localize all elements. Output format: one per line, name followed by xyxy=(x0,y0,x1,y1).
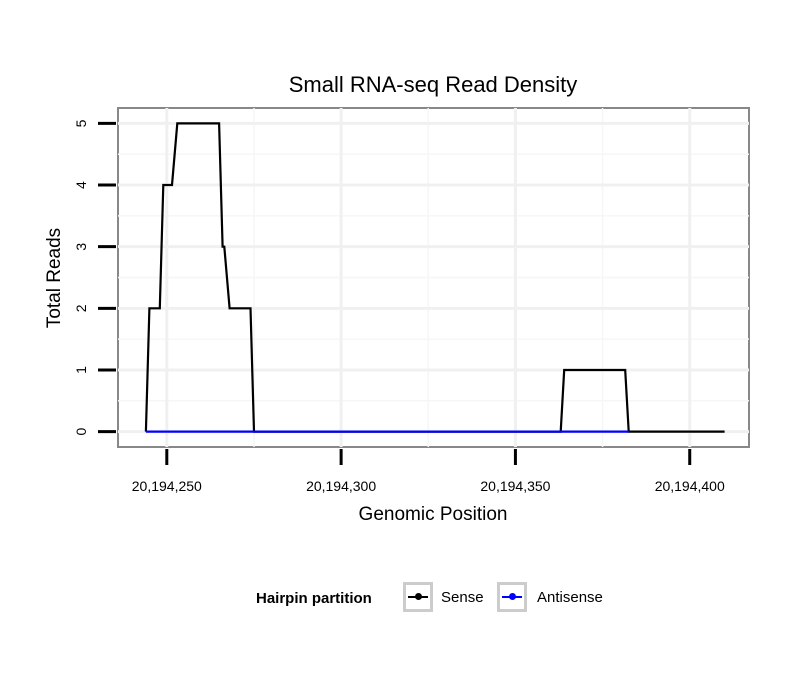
legend-key-sense xyxy=(403,582,433,612)
x-tick-label: 20,194,350 xyxy=(480,478,550,494)
x-axis-label: Genomic Position xyxy=(359,504,508,525)
legend-label-antisense: Antisense xyxy=(537,589,603,606)
y-axis-label: Total Reads xyxy=(44,228,65,328)
x-tick-label: 20,194,250 xyxy=(132,478,202,494)
series-line-sense xyxy=(144,122,725,433)
x-tick-label: 20,194,300 xyxy=(306,478,376,494)
chart-title: Small RNA-seq Read Density xyxy=(289,72,578,97)
x-axis: 20,194,250 20,194,300 20,194,350 20,194,400 xyxy=(132,449,725,494)
minor-gridlines xyxy=(118,108,749,447)
y-tick-label: 0 xyxy=(73,427,89,435)
legend-title: Hairpin partition xyxy=(256,590,372,607)
y-tick-label: 3 xyxy=(73,243,89,251)
y-tick-label: 5 xyxy=(73,119,89,127)
y-axis: 0 1 2 3 4 5 xyxy=(73,119,116,435)
legend: Hairpin partition Sense Antisense xyxy=(0,582,810,614)
series-layer xyxy=(144,122,725,433)
y-tick-label: 1 xyxy=(73,366,89,374)
y-tick-label: 2 xyxy=(73,304,89,312)
legend-label-sense: Sense xyxy=(441,589,484,606)
x-tick-label: 20,194,400 xyxy=(655,478,725,494)
legend-key-antisense xyxy=(497,582,527,612)
y-tick-label: 4 xyxy=(73,181,89,189)
